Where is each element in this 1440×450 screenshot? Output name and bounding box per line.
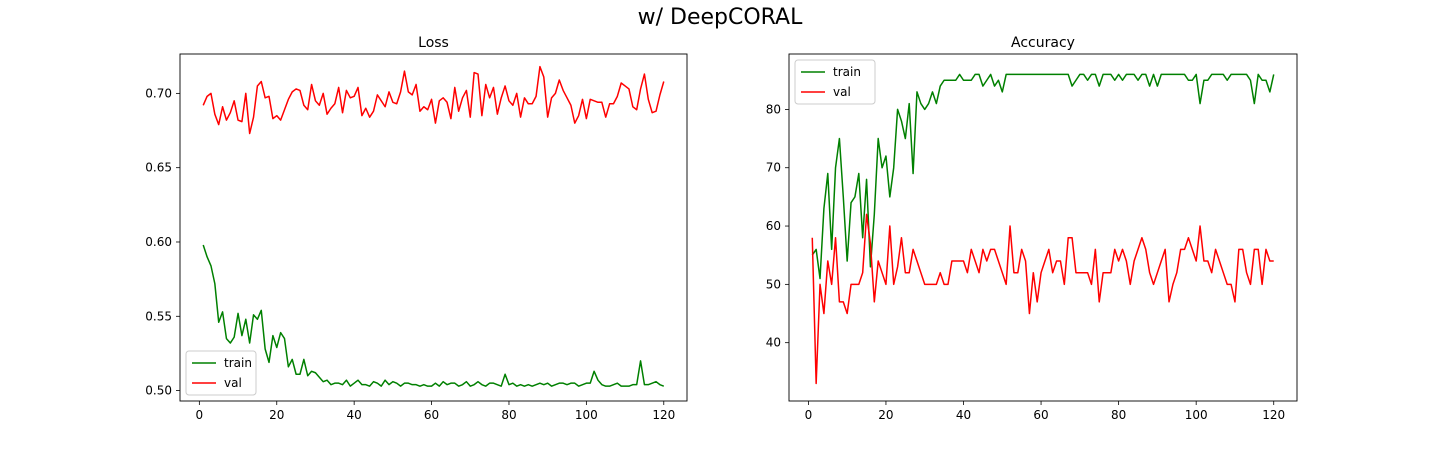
chart-0-ytick-label: 0.55 [145, 309, 172, 323]
chart-1-xtick-label: 80 [1111, 408, 1126, 422]
chart-0-series-train [203, 245, 664, 386]
chart-1-ytick-label: 80 [766, 102, 781, 116]
chart-0-ytick-label: 0.50 [145, 384, 172, 398]
chart-1-legend-label-val: val [833, 85, 851, 99]
chart-0-legend-label-val: val [224, 376, 242, 390]
chart-0-ytick-label: 0.65 [145, 161, 172, 175]
chart-1-ytick-label: 40 [766, 336, 781, 350]
chart-0-xtick-label: 100 [575, 408, 598, 422]
chart-0-frame [180, 54, 687, 401]
chart-1-ytick-label: 50 [766, 277, 781, 291]
chart-1-xtick-label: 0 [805, 408, 813, 422]
chart-0-axes: Loss 0 20 40 60 80 100 120 0.50 0.55 0.60 0.65 0.70 t… [145, 35, 687, 422]
chart-1-series-val [812, 214, 1273, 383]
chart-0-series-val [203, 67, 664, 134]
chart-1-xtick-label: 100 [1185, 408, 1208, 422]
chart-1-xtick-label: 120 [1262, 408, 1285, 422]
chart-0-xtick-label: 20 [269, 408, 284, 422]
chart-1-legend-label-train: train [833, 65, 861, 79]
chart-0-title: Loss [418, 35, 449, 51]
chart-1-xtick-label: 60 [1033, 408, 1048, 422]
chart-1-xtick-label: 20 [878, 408, 893, 422]
chart-1-xtick-label: 40 [956, 408, 971, 422]
chart-0-legend-label-train: train [224, 356, 252, 370]
chart-0-ytick-label: 0.60 [145, 235, 172, 249]
chart-0-xtick-label: 60 [424, 408, 439, 422]
chart-0-xtick-label: 0 [196, 408, 204, 422]
chart-1-series-train [812, 74, 1273, 278]
chart-1-axes: Accuracy 0 20 40 60 80 100 120 40 50 60 70 80 train va… [766, 35, 1297, 422]
chart-0-xtick-label: 120 [652, 408, 675, 422]
chart-1-ytick-label: 70 [766, 161, 781, 175]
chart-1-ytick-label: 60 [766, 219, 781, 233]
chart-1-title: Accuracy [1011, 35, 1075, 51]
chart-1-legend: train val [795, 60, 875, 104]
chart-0-legend: train val [186, 351, 256, 395]
chart-0-xtick-label: 80 [501, 408, 516, 422]
chart-0-ytick-label: 0.70 [145, 86, 172, 100]
chart-0-xtick-label: 40 [347, 408, 362, 422]
